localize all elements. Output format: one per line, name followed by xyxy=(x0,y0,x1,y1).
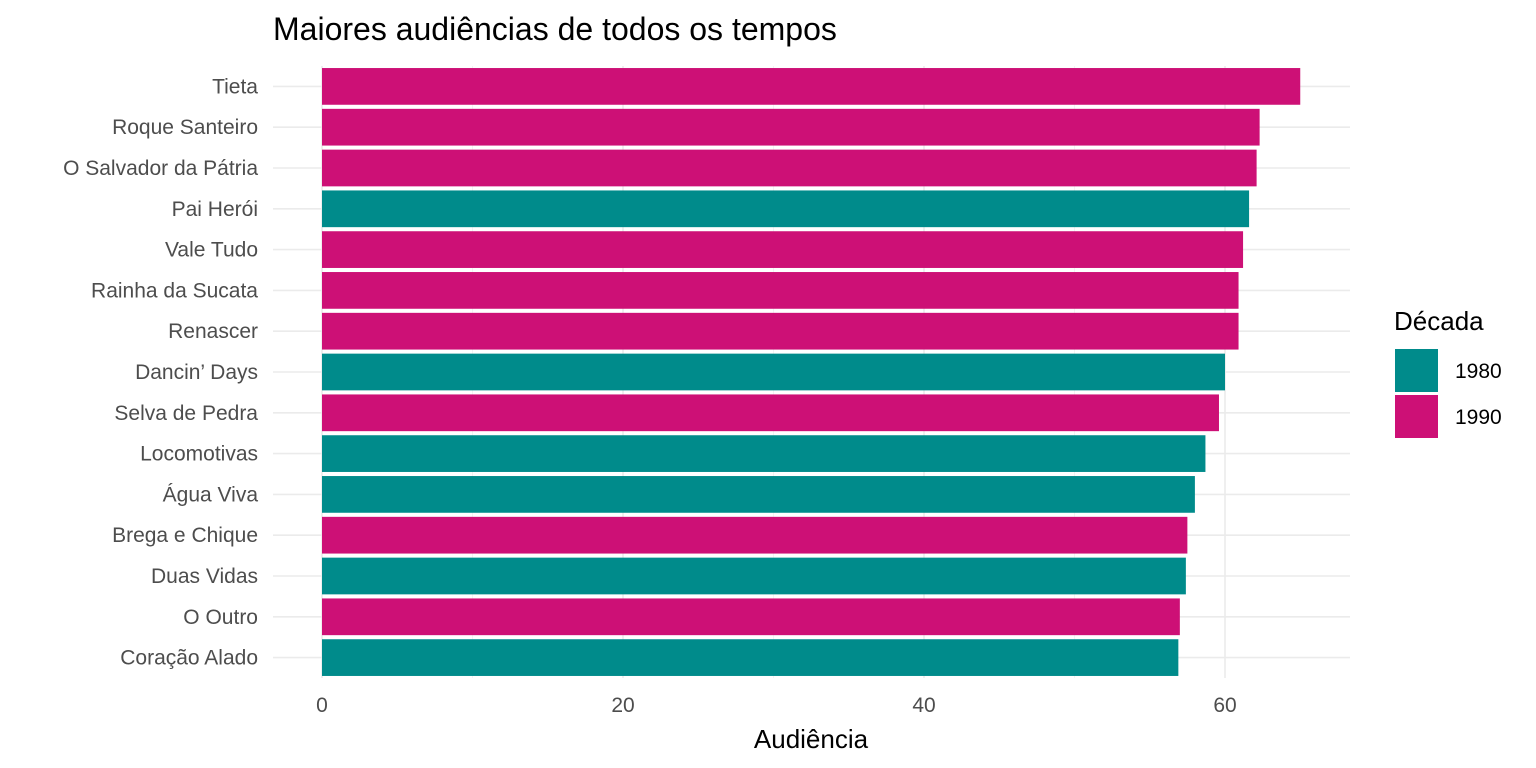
bar xyxy=(322,108,1260,146)
bar xyxy=(322,312,1239,350)
legend-label: 1980 xyxy=(1455,360,1502,383)
category-labels: Tieta Roque Santeiro O Salvador da Pátria P… xyxy=(63,75,258,669)
bar xyxy=(322,190,1250,228)
bar xyxy=(322,598,1180,636)
category-label: O Salvador da Pátria xyxy=(63,157,258,180)
bar xyxy=(322,557,1186,595)
bar xyxy=(322,353,1225,391)
bar xyxy=(322,149,1257,187)
bar xyxy=(322,516,1188,554)
x-tick-label: 0 xyxy=(316,694,328,717)
legend-swatch xyxy=(1395,349,1438,392)
category-label: Rainha da Sucata xyxy=(91,279,258,302)
legend-swatch xyxy=(1395,395,1438,438)
category-label: Água Viva xyxy=(163,483,259,506)
category-label: Selva de Pedra xyxy=(114,402,258,425)
bars xyxy=(322,68,1301,676)
category-label: Roque Santeiro xyxy=(112,116,258,139)
legend: Década 1980 1990 xyxy=(1394,306,1502,438)
category-label: Coração Alado xyxy=(120,647,258,670)
category-label: Pai Herói xyxy=(172,198,258,221)
legend-entries: 1980 1990 xyxy=(1395,349,1502,438)
bar xyxy=(322,435,1206,472)
x-tick-label: 60 xyxy=(1213,694,1236,717)
bar xyxy=(322,639,1179,676)
legend-title: Década xyxy=(1394,306,1484,336)
category-label: Tieta xyxy=(212,75,258,98)
chart-title: Maiores audiências de todos os tempos xyxy=(273,11,837,47)
x-tick-label: 40 xyxy=(912,694,935,717)
bar xyxy=(322,394,1219,432)
bar xyxy=(322,476,1195,513)
category-label: Dancin’ Days xyxy=(135,361,258,384)
x-tick-labels: 0 20 40 60 xyxy=(316,694,1237,717)
legend-label: 1990 xyxy=(1455,406,1502,429)
category-label: Locomotivas xyxy=(140,443,258,466)
x-axis-title: Audiência xyxy=(754,724,869,754)
bar xyxy=(322,68,1301,105)
category-label: Renascer xyxy=(168,320,258,343)
category-label: O Outro xyxy=(183,606,258,629)
bar xyxy=(322,272,1239,309)
category-label: Duas Vidas xyxy=(151,565,258,588)
category-label: Vale Tudo xyxy=(165,239,258,262)
category-label: Brega e Chique xyxy=(112,524,258,547)
bar xyxy=(322,231,1244,268)
x-tick-label: 20 xyxy=(611,694,634,717)
